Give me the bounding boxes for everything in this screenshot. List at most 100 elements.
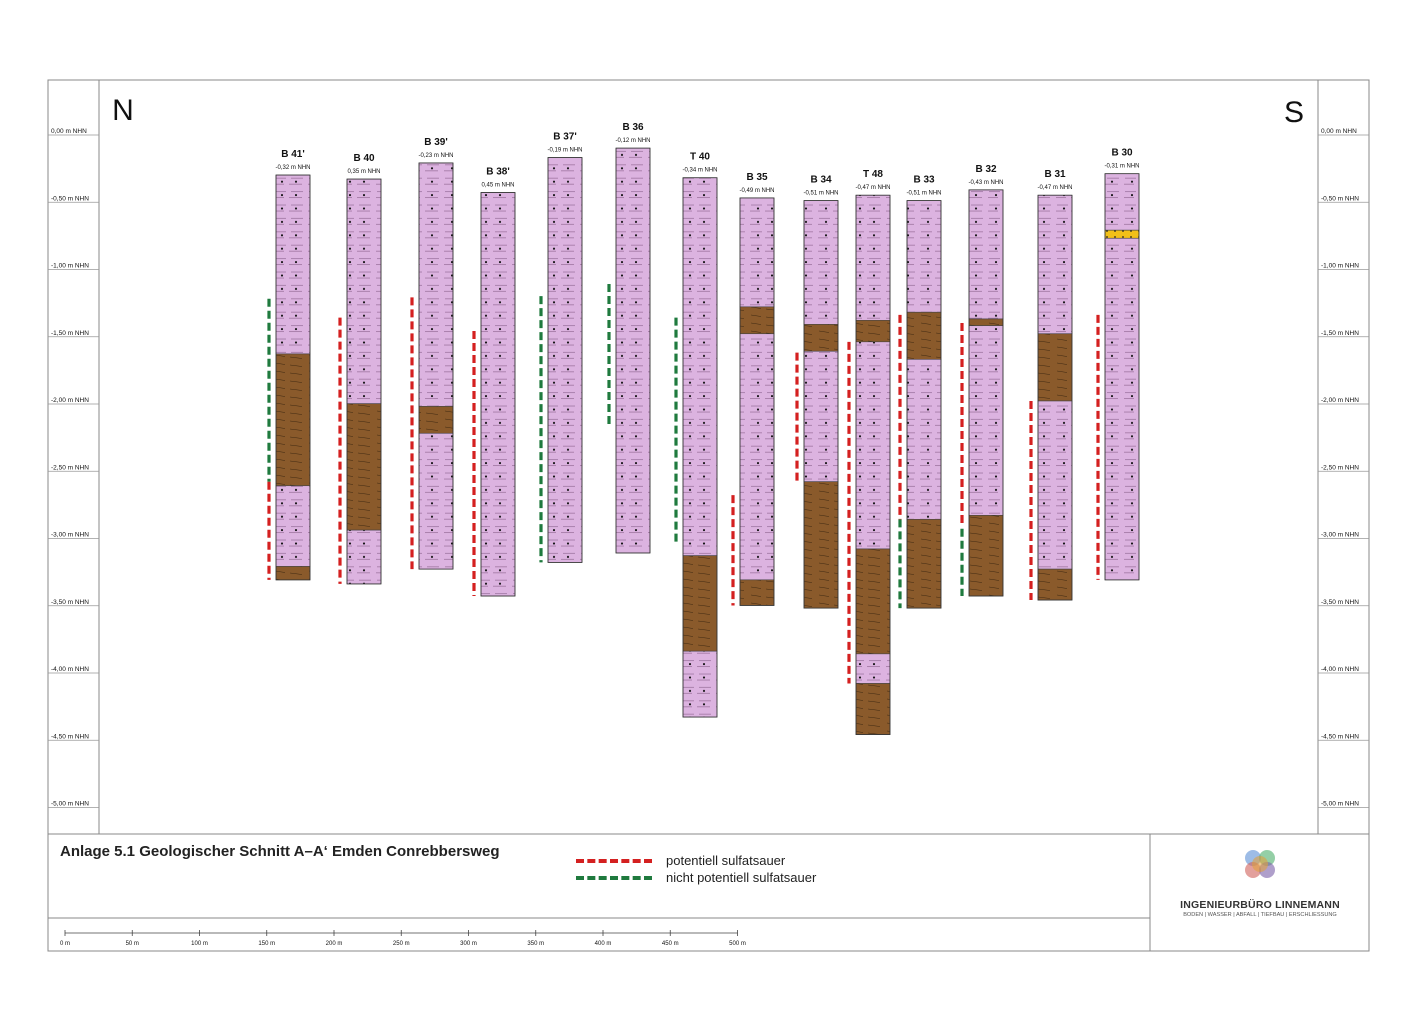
borehole-elevation: -0,12 m NHN xyxy=(615,138,650,144)
layer-clay xyxy=(803,200,839,325)
borehole-column xyxy=(731,197,775,606)
layer-sand xyxy=(1104,229,1140,239)
layer-peat xyxy=(739,306,775,335)
depth-label-right: -4,50 m NHN xyxy=(1321,733,1359,740)
layer-clay xyxy=(418,432,454,570)
layer-clay xyxy=(1104,237,1140,581)
outer-frame xyxy=(47,79,1370,952)
borehole-elevation: -0,49 m NHN xyxy=(739,188,774,194)
scale-label: 450 m xyxy=(662,941,679,947)
borehole-name: B 33 xyxy=(913,175,935,186)
borehole-name: T 48 xyxy=(863,169,883,180)
borehole-name: B 34 xyxy=(810,175,832,186)
borehole-column xyxy=(674,177,718,718)
borehole-name: B 32 xyxy=(975,164,997,175)
scale-label: 250 m xyxy=(393,941,410,947)
borehole-outline xyxy=(803,200,839,609)
borehole-column xyxy=(338,178,382,585)
company-name: INGENIEURBÜRO LINNEMANN xyxy=(1180,899,1340,911)
legend-label-potential: potentiell sulfatsauer xyxy=(666,853,786,868)
layer-clay xyxy=(275,174,311,355)
layer-peat xyxy=(968,515,1004,597)
layer-clay xyxy=(968,189,1004,320)
borehole-outline xyxy=(547,157,583,563)
company-logo-icon xyxy=(1245,850,1275,878)
borehole-column xyxy=(267,174,311,581)
borehole-name: B 37' xyxy=(553,132,577,143)
layer-clay xyxy=(739,197,775,308)
depth-label-left: 0,00 m NHN xyxy=(51,128,87,135)
scale-label: 100 m xyxy=(191,941,208,947)
layer-clay xyxy=(1037,400,1073,570)
layer-clay xyxy=(906,200,942,313)
sheet-title: Anlage 5.1 Geologischer Schnitt A–A‘ Emd… xyxy=(60,843,500,860)
borehole-outline xyxy=(480,192,516,597)
depth-label-left: -3,00 m NHN xyxy=(51,532,89,539)
layer-clay xyxy=(615,147,651,554)
depth-label-left: -2,00 m NHN xyxy=(51,397,89,404)
borehole-elevation: -0,51 m NHN xyxy=(803,191,838,197)
depth-label-left: -5,00 m NHN xyxy=(51,801,89,808)
layer-peat xyxy=(803,481,839,609)
borehole-outline xyxy=(346,178,382,585)
borehole-name: B 40 xyxy=(353,153,375,164)
layer-clay xyxy=(739,333,775,581)
layer-clay xyxy=(855,653,891,684)
depth-label-right: -3,00 m NHN xyxy=(1321,532,1359,539)
depth-label-right: -5,00 m NHN xyxy=(1321,801,1359,808)
layer-peat xyxy=(855,319,891,343)
north-label: N xyxy=(112,94,134,127)
layer-clay xyxy=(275,485,311,567)
layer-peat xyxy=(1037,568,1073,601)
layer-clay xyxy=(682,650,718,718)
borehole-name: B 41' xyxy=(281,149,305,160)
layer-peat xyxy=(855,548,891,655)
layer-peat xyxy=(418,406,454,434)
borehole-column xyxy=(960,189,1004,597)
scale-label: 500 m xyxy=(729,941,746,947)
depth-label-right: -4,00 m NHN xyxy=(1321,666,1359,673)
borehole-column xyxy=(847,194,891,735)
borehole-elevation: -0,32 m NHN xyxy=(275,165,310,171)
depth-label-right: -1,50 m NHN xyxy=(1321,330,1359,337)
borehole-outline xyxy=(1037,194,1073,601)
borehole-elevation: -0,51 m NHN xyxy=(906,191,941,197)
borehole-elevation: 0,35 m NHN xyxy=(347,169,380,175)
depth-label-right: -2,50 m NHN xyxy=(1321,464,1359,471)
layer-peat xyxy=(275,353,311,487)
borehole-outline xyxy=(906,200,942,609)
depth-label-left: -4,00 m NHN xyxy=(51,666,89,673)
scale-label: 400 m xyxy=(595,941,612,947)
borehole-elevation: -0,31 m NHN xyxy=(1104,164,1139,170)
depth-label-left: -1,00 m NHN xyxy=(51,263,89,270)
depth-label-left: -4,50 m NHN xyxy=(51,733,89,740)
company-tagline: BODEN | WASSER | ABFALL | TIEFBAU | ERSC… xyxy=(1183,912,1337,918)
layer-clay xyxy=(1037,194,1073,335)
borehole-elevation: -0,47 m NHN xyxy=(855,185,890,191)
scale-label: 150 m xyxy=(258,941,275,947)
borehole-column xyxy=(1029,194,1073,601)
borehole-column xyxy=(607,147,651,554)
red-dashed-line-symbol xyxy=(576,858,652,863)
borehole-column xyxy=(539,157,583,563)
borehole-name: B 31 xyxy=(1044,169,1066,180)
scale-label: 300 m xyxy=(460,941,477,947)
depth-label-right: 0,00 m NHN xyxy=(1321,128,1357,135)
layer-peat xyxy=(346,403,382,531)
layer-clay xyxy=(418,162,454,407)
borehole-elevation: 0,45 m NHN xyxy=(481,183,514,189)
borehole-outline xyxy=(275,174,311,581)
borehole-outline xyxy=(1104,173,1140,581)
scale-label: 0 m xyxy=(60,941,70,947)
layer-clay xyxy=(855,341,891,550)
layer-peat xyxy=(275,566,311,581)
borehole-name: B 38' xyxy=(486,167,510,178)
scale-label: 200 m xyxy=(326,941,343,947)
legend-item-not-potential: nicht potentiell sulfatsauer xyxy=(576,870,816,885)
depth-label-right: -3,50 m NHN xyxy=(1321,599,1359,606)
legend-label-not-potential: nicht potentiell sulfatsauer xyxy=(666,870,817,885)
layer-clay xyxy=(1104,173,1140,231)
borehole-elevation: -0,19 m NHN xyxy=(547,148,582,154)
south-label: S xyxy=(1284,96,1304,129)
